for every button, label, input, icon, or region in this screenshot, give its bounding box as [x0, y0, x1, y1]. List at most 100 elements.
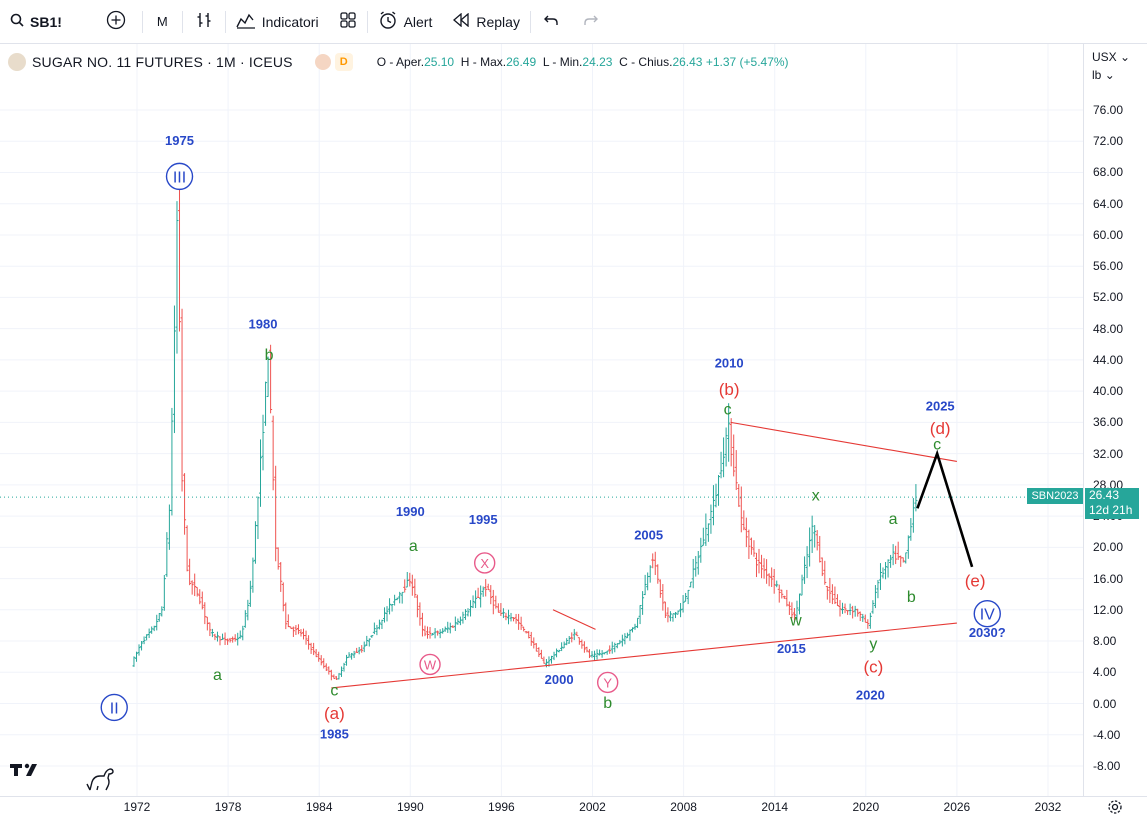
- price-tick-label: 20.00: [1093, 540, 1124, 555]
- last-price-label: 26.43 12d 21h: [1085, 488, 1139, 519]
- alert-label: Alert: [403, 13, 433, 30]
- year-label: 2020: [856, 688, 885, 703]
- wave-annotations: 1975 III 1980 b a II c (a) 1985 1990 a W 1995 X 2000 Yb…: [100, 133, 1006, 742]
- plus-circle-icon: [106, 10, 126, 34]
- year-label: 1975: [165, 133, 194, 148]
- tradingview-logo-icon[interactable]: [10, 760, 44, 785]
- low-value: 24.23: [582, 55, 613, 69]
- price-axis[interactable]: [1083, 44, 1147, 796]
- price-tick-label: 44.00: [1093, 352, 1124, 367]
- chevron-down-icon: ⌄: [1104, 68, 1115, 82]
- year-tick-label: 2008: [670, 800, 697, 814]
- wave-circle-marker: [100, 693, 128, 722]
- wave-label: a: [889, 511, 898, 528]
- wave-circle-marker: [596, 671, 619, 694]
- year-label: 2025: [926, 399, 955, 414]
- top-toolbar: SB1! M Indicatori Alert Repl: [0, 0, 1147, 44]
- wave-label: a: [409, 538, 418, 555]
- year-label: 2000: [545, 672, 574, 687]
- wave-label: W: [424, 657, 437, 672]
- price-bars: [0, 182, 1083, 681]
- chart-legend: SUGAR NO. 11 FUTURES · 1M · ICEUS D O - …: [0, 50, 789, 74]
- year-tick-label: 1990: [396, 800, 424, 814]
- rewind-icon: [452, 12, 470, 31]
- wave-label: IV: [980, 607, 995, 624]
- unit-selector[interactable]: lb ⌄: [1092, 68, 1115, 82]
- price-tick-label: -8.00: [1093, 759, 1121, 773]
- wave-circle-marker: [973, 600, 1001, 628]
- undo-button[interactable]: [531, 0, 571, 44]
- year-tick-label: 1972: [123, 800, 151, 814]
- price-tick-label: -4.00: [1093, 727, 1121, 742]
- market-status-icon[interactable]: [314, 54, 331, 70]
- currency-selector[interactable]: USX ⌄: [1092, 50, 1130, 64]
- bars-chart-icon: [195, 11, 213, 33]
- year-tick-label: 1978: [214, 800, 242, 814]
- dinosaur-icon: [86, 766, 116, 797]
- last-price: 26.43: [1089, 488, 1120, 502]
- redo-button[interactable]: [571, 0, 611, 44]
- symbol-title[interactable]: SUGAR NO. 11 FUTURES · 1M · ICEUS: [32, 54, 293, 70]
- price-tick-label: 8.00: [1093, 634, 1117, 649]
- price-tick-label: 72.00: [1093, 134, 1124, 149]
- symbol-label: SB1!: [30, 13, 62, 30]
- interval-button[interactable]: M: [143, 0, 182, 44]
- price-tick-label: 32.00: [1093, 446, 1124, 461]
- wave-label: (d): [930, 419, 951, 438]
- sugar-logo-icon: [8, 53, 26, 71]
- delayed-data-badge[interactable]: D: [334, 53, 353, 71]
- chart-grid: [0, 44, 1083, 796]
- alarm-clock-icon: [378, 10, 398, 34]
- wave-label: (e): [965, 571, 986, 590]
- year-label: 1995: [469, 512, 498, 527]
- price-tick-label: 56.00: [1093, 259, 1124, 274]
- year-label: 2005: [634, 528, 663, 543]
- price-tick-label: 0.00: [1093, 696, 1117, 711]
- low-label: L - Min.: [542, 55, 583, 69]
- year-label: 2015: [777, 641, 806, 656]
- year-tick-label: 2014: [761, 800, 789, 814]
- layouts-button[interactable]: [329, 0, 367, 44]
- toolbar-divider: [181, 10, 183, 33]
- symbol-search-button[interactable]: SB1!: [0, 0, 72, 44]
- replay-button[interactable]: Replay: [442, 0, 530, 44]
- wave-label: b: [603, 695, 612, 712]
- year-tick-label: 1996: [488, 800, 515, 814]
- year-tick-label: 1984: [305, 800, 333, 814]
- price-tick-label: 16.00: [1093, 571, 1124, 586]
- year-label: 1980: [249, 317, 278, 332]
- bar-countdown: 12d 21h: [1089, 503, 1133, 517]
- price-chart[interactable]: 1975 III 1980 b a II c (a) 1985 1990 a W 1995 X 2000 Yb…: [0, 44, 1083, 796]
- wave-label: w: [789, 612, 802, 629]
- wave-circle-marker: [165, 162, 194, 191]
- year-tick-label: 2020: [852, 800, 880, 814]
- compare-symbol-button[interactable]: [72, 0, 142, 44]
- year-tick-label: 2032: [1034, 800, 1062, 814]
- time-axis[interactable]: [0, 796, 1147, 832]
- indicators-button[interactable]: Indicatori: [226, 0, 329, 44]
- high-value: 26.49: [506, 55, 537, 69]
- interval-label: M: [156, 14, 168, 29]
- price-tick-label: 4.00: [1093, 665, 1117, 680]
- year-tick-label: 2002: [579, 800, 606, 814]
- close-label: C - Chius.: [619, 55, 673, 69]
- close-value: 26.43: [672, 55, 703, 69]
- projection-path: [916, 449, 974, 568]
- price-tick-label: 60.00: [1093, 227, 1124, 242]
- alert-button[interactable]: Alert: [368, 0, 443, 44]
- wave-label: c: [724, 402, 732, 419]
- wave-label: c: [933, 437, 941, 454]
- price-tick-label: 40.00: [1093, 384, 1124, 399]
- wave-label: II: [110, 700, 119, 717]
- year-label: 2010: [715, 356, 744, 371]
- year-tick-label: 2026: [943, 800, 971, 814]
- gear-icon[interactable]: [1107, 799, 1123, 815]
- unit-label: lb: [1092, 68, 1102, 82]
- price-tick-label: 48.00: [1093, 321, 1124, 336]
- contract-tag: SBN2023: [1027, 488, 1083, 504]
- undo-icon: [543, 13, 559, 31]
- chart-type-button[interactable]: [183, 0, 225, 44]
- currency-label: USX: [1092, 50, 1117, 64]
- toolbar-divider: [224, 10, 226, 33]
- wave-circle-marker: [473, 552, 496, 574]
